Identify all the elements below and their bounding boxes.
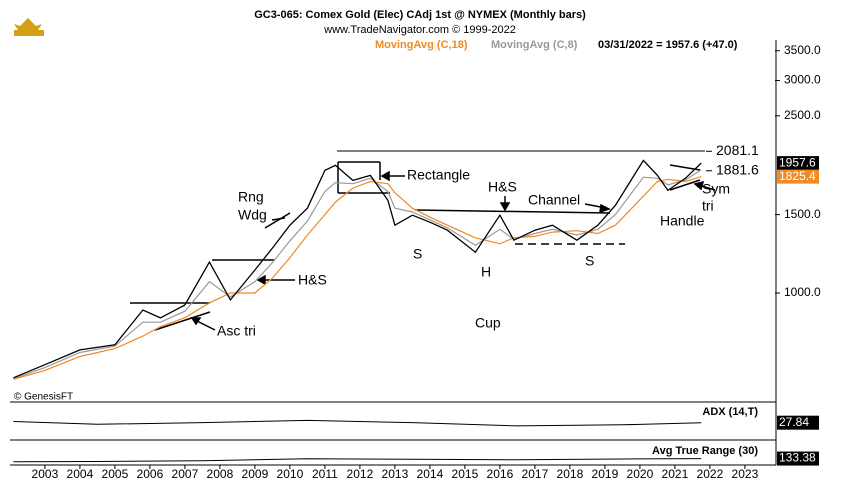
- x-tick-label: 2021: [662, 467, 689, 481]
- status: 03/31/2022 = 1957.6 (+47.0): [598, 39, 738, 51]
- annotation: S: [585, 253, 594, 269]
- logo: [14, 10, 44, 36]
- x-tick-label: 2009: [242, 467, 269, 481]
- x-tick-label: 2008: [207, 467, 234, 481]
- x-tick-label: 2006: [137, 467, 164, 481]
- x-tick-label: 2016: [487, 467, 514, 481]
- atr-line: [13, 458, 702, 463]
- x-tick-label: 2023: [732, 467, 759, 481]
- adx-box: [777, 415, 819, 430]
- y-tick-label: 1500.0: [784, 207, 821, 221]
- annotation: H&S: [298, 272, 327, 288]
- x-tick-label: 2012: [347, 467, 374, 481]
- annotation: Wdg: [238, 207, 267, 223]
- adx-line: [13, 419, 702, 427]
- atr-label: Avg True Range (30): [652, 445, 758, 457]
- y-tick-label: 3000.0: [784, 73, 821, 87]
- level-label: 2081.1: [716, 142, 759, 158]
- x-tick-label: 2005: [102, 467, 129, 481]
- annotation: Sym: [702, 181, 730, 197]
- x-tick-label: 2011: [312, 467, 338, 481]
- x-tick-label: 2003: [32, 467, 59, 481]
- chart-subtitle: www.TradeNavigator.com © 1999-2022: [323, 24, 516, 36]
- atr-box-label: 133.38: [779, 451, 816, 465]
- level-label: 1881.6: [716, 161, 759, 177]
- adx-label: ADX (14,T): [702, 406, 758, 418]
- annotation: S: [413, 246, 422, 262]
- x-tick-label: 2004: [67, 467, 94, 481]
- annotation: H: [481, 264, 491, 280]
- y-tick-label: 1000.0: [784, 285, 821, 299]
- annotation: Channel: [528, 192, 580, 208]
- atr-box: [777, 451, 819, 466]
- chart-title: GC3-065: Comex Gold (Elec) CAdj 1st @ NY…: [254, 9, 586, 21]
- arrows: [190, 170, 716, 331]
- series-line: [13, 176, 702, 380]
- annotation: Handle: [660, 213, 705, 229]
- series-line: [13, 169, 702, 380]
- x-tick-label: 2013: [382, 467, 409, 481]
- price-box: [777, 169, 819, 184]
- annotation: Rectangle: [407, 167, 470, 183]
- price-box: [777, 156, 819, 171]
- y-tick-label: 2500.0: [784, 108, 821, 122]
- x-tick-label: 2007: [172, 467, 199, 481]
- annotation: Asc tri: [217, 323, 256, 339]
- annotation: H&S: [488, 179, 517, 195]
- y-tick-label: 3500.0: [784, 43, 821, 57]
- legend-ma8: MovingAvg (C,8): [491, 39, 578, 51]
- annotation: tri: [702, 198, 714, 214]
- annotation: Cup: [475, 315, 501, 331]
- credit: © GenesisFT: [14, 392, 73, 403]
- x-tick-label: 2020: [627, 467, 654, 481]
- x-tick-label: 2022: [697, 467, 724, 481]
- x-tick-label: 2015: [452, 467, 479, 481]
- x-tick-label: 2014: [417, 467, 444, 481]
- annotation: Rng: [238, 189, 264, 205]
- price-box-label: 1825.4: [779, 169, 816, 183]
- price-box-label: 1957.6: [779, 155, 816, 169]
- x-tick-label: 2010: [277, 467, 304, 481]
- x-tick-label: 2019: [592, 467, 619, 481]
- legend-ma18: MovingAvg (C,18): [375, 39, 468, 51]
- adx-box-label: 27.84: [779, 415, 809, 429]
- frame: [10, 40, 777, 466]
- x-tick-label: 2017: [522, 467, 549, 481]
- x-tick-label: 2018: [557, 467, 584, 481]
- series-line: [13, 159, 702, 379]
